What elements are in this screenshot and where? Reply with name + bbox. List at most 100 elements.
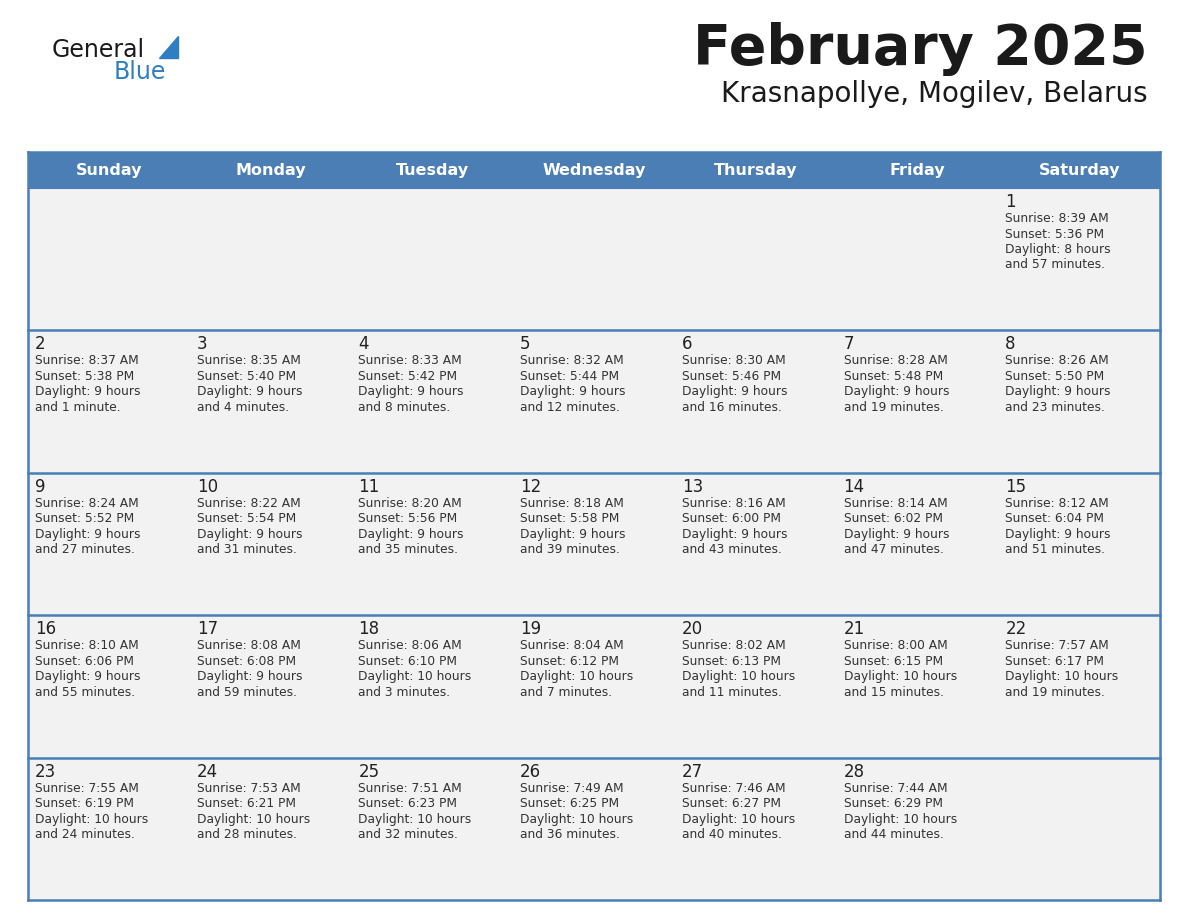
Text: Sunset: 6:08 PM: Sunset: 6:08 PM [197, 655, 296, 667]
Text: 24: 24 [197, 763, 217, 780]
Text: Daylight: 9 hours: Daylight: 9 hours [197, 670, 302, 683]
Text: and 40 minutes.: and 40 minutes. [682, 828, 782, 841]
Text: and 15 minutes.: and 15 minutes. [843, 686, 943, 699]
Text: Sunset: 5:54 PM: Sunset: 5:54 PM [197, 512, 296, 525]
Text: Sunrise: 7:44 AM: Sunrise: 7:44 AM [843, 781, 947, 795]
Text: Sunset: 5:58 PM: Sunset: 5:58 PM [520, 512, 619, 525]
Text: and 44 minutes.: and 44 minutes. [843, 828, 943, 841]
Text: February 2025: February 2025 [694, 22, 1148, 76]
Bar [352, 757, 513, 900]
Text: and 11 minutes.: and 11 minutes. [682, 686, 782, 699]
Bar [190, 330, 352, 473]
Text: Sunrise: 7:46 AM: Sunrise: 7:46 AM [682, 781, 785, 795]
Text: and 57 minutes.: and 57 minutes. [1005, 259, 1105, 272]
Text: Sunset: 6:02 PM: Sunset: 6:02 PM [843, 512, 942, 525]
Bar [513, 330, 675, 473]
Bar [29, 615, 190, 757]
Text: Monday: Monday [235, 162, 305, 177]
Text: Sunset: 6:25 PM: Sunset: 6:25 PM [520, 797, 619, 810]
Text: 15: 15 [1005, 477, 1026, 496]
Bar [352, 330, 513, 473]
Text: Sunset: 6:23 PM: Sunset: 6:23 PM [359, 797, 457, 810]
Text: 5: 5 [520, 335, 531, 353]
Text: 22: 22 [1005, 621, 1026, 638]
Text: 28: 28 [843, 763, 865, 780]
Bar [998, 330, 1159, 473]
Text: Daylight: 9 hours: Daylight: 9 hours [34, 670, 140, 683]
Text: 8: 8 [1005, 335, 1016, 353]
Text: Sunset: 6:19 PM: Sunset: 6:19 PM [34, 797, 134, 810]
Text: and 55 minutes.: and 55 minutes. [34, 686, 135, 699]
Bar [513, 615, 675, 757]
Text: Sunrise: 8:33 AM: Sunrise: 8:33 AM [359, 354, 462, 367]
Text: and 27 minutes.: and 27 minutes. [34, 543, 135, 556]
Bar [998, 188, 1159, 330]
Text: and 59 minutes.: and 59 minutes. [197, 686, 297, 699]
Bar [998, 615, 1159, 757]
Text: Sunset: 6:27 PM: Sunset: 6:27 PM [682, 797, 781, 810]
Text: Daylight: 8 hours: Daylight: 8 hours [1005, 243, 1111, 256]
Text: Blue: Blue [114, 60, 166, 84]
Text: and 43 minutes.: and 43 minutes. [682, 543, 782, 556]
Text: 9: 9 [34, 477, 45, 496]
Text: Daylight: 9 hours: Daylight: 9 hours [1005, 386, 1111, 398]
Text: Sunrise: 8:02 AM: Sunrise: 8:02 AM [682, 639, 785, 652]
Text: Sunrise: 8:00 AM: Sunrise: 8:00 AM [843, 639, 947, 652]
Text: 13: 13 [682, 477, 703, 496]
Text: Daylight: 9 hours: Daylight: 9 hours [682, 528, 788, 541]
Text: Daylight: 10 hours: Daylight: 10 hours [359, 670, 472, 683]
Text: Daylight: 9 hours: Daylight: 9 hours [197, 386, 302, 398]
Bar [513, 757, 675, 900]
Text: Sunset: 6:04 PM: Sunset: 6:04 PM [1005, 512, 1105, 525]
Text: Sunset: 6:06 PM: Sunset: 6:06 PM [34, 655, 134, 667]
Text: Sunrise: 8:24 AM: Sunrise: 8:24 AM [34, 497, 139, 509]
Text: and 24 minutes.: and 24 minutes. [34, 828, 135, 841]
Text: 2: 2 [34, 335, 45, 353]
Text: Daylight: 10 hours: Daylight: 10 hours [34, 812, 148, 825]
Text: General: General [52, 38, 145, 62]
Text: Daylight: 9 hours: Daylight: 9 hours [197, 528, 302, 541]
Text: 25: 25 [359, 763, 379, 780]
Text: Daylight: 9 hours: Daylight: 9 hours [843, 528, 949, 541]
Text: Saturday: Saturday [1038, 162, 1120, 177]
Bar [836, 473, 998, 615]
Text: 1: 1 [1005, 193, 1016, 211]
Text: and 4 minutes.: and 4 minutes. [197, 401, 289, 414]
Text: and 35 minutes.: and 35 minutes. [359, 543, 459, 556]
Text: and 39 minutes.: and 39 minutes. [520, 543, 620, 556]
Text: Sunrise: 8:16 AM: Sunrise: 8:16 AM [682, 497, 785, 509]
Text: and 51 minutes.: and 51 minutes. [1005, 543, 1105, 556]
Text: Sunset: 6:29 PM: Sunset: 6:29 PM [843, 797, 942, 810]
Text: 19: 19 [520, 621, 542, 638]
Text: and 3 minutes.: and 3 minutes. [359, 686, 450, 699]
Text: Friday: Friday [890, 162, 946, 177]
Text: 16: 16 [34, 621, 56, 638]
Text: Sunrise: 7:49 AM: Sunrise: 7:49 AM [520, 781, 624, 795]
Polygon shape [159, 36, 178, 58]
Text: and 31 minutes.: and 31 minutes. [197, 543, 297, 556]
Text: Sunset: 6:21 PM: Sunset: 6:21 PM [197, 797, 296, 810]
Bar [29, 188, 190, 330]
Text: Daylight: 9 hours: Daylight: 9 hours [359, 528, 465, 541]
Text: Daylight: 9 hours: Daylight: 9 hours [520, 386, 626, 398]
Bar [836, 330, 998, 473]
Text: Sunset: 6:15 PM: Sunset: 6:15 PM [843, 655, 943, 667]
Text: and 7 minutes.: and 7 minutes. [520, 686, 612, 699]
Text: Sunrise: 8:32 AM: Sunrise: 8:32 AM [520, 354, 624, 367]
Text: 23: 23 [34, 763, 56, 780]
Text: Sunset: 5:48 PM: Sunset: 5:48 PM [843, 370, 943, 383]
Text: Sunset: 6:12 PM: Sunset: 6:12 PM [520, 655, 619, 667]
Bar [352, 615, 513, 757]
Text: Daylight: 10 hours: Daylight: 10 hours [1005, 670, 1119, 683]
Text: Sunset: 5:56 PM: Sunset: 5:56 PM [359, 512, 457, 525]
Text: 12: 12 [520, 477, 542, 496]
Text: Sunrise: 8:04 AM: Sunrise: 8:04 AM [520, 639, 624, 652]
Text: Daylight: 9 hours: Daylight: 9 hours [682, 386, 788, 398]
Text: Sunrise: 8:12 AM: Sunrise: 8:12 AM [1005, 497, 1110, 509]
Text: Tuesday: Tuesday [396, 162, 469, 177]
Text: Daylight: 10 hours: Daylight: 10 hours [520, 812, 633, 825]
Text: Sunrise: 8:10 AM: Sunrise: 8:10 AM [34, 639, 139, 652]
Bar [352, 188, 513, 330]
Text: and 16 minutes.: and 16 minutes. [682, 401, 782, 414]
Text: Thursday: Thursday [714, 162, 797, 177]
